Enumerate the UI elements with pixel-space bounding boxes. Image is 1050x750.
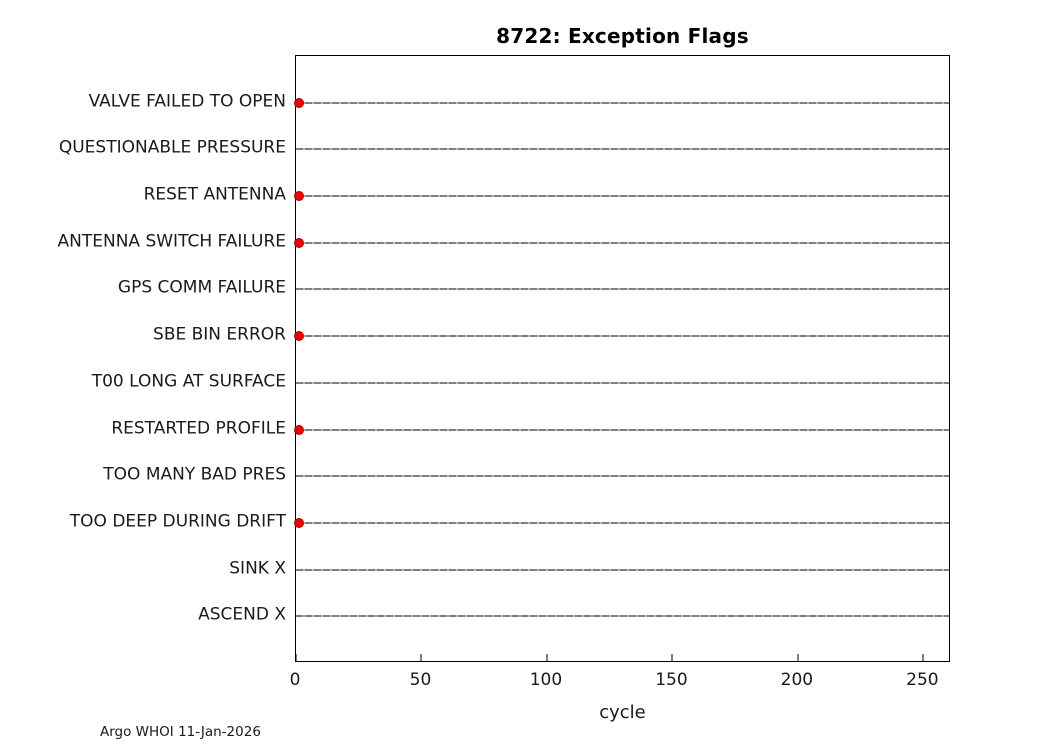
y-tick-label: T00 LONG AT SURFACE: [91, 371, 286, 392]
row-line: [296, 102, 949, 104]
y-tick-label: TOO MANY BAD PRES: [103, 464, 286, 485]
x-tick-mark: [420, 654, 422, 661]
row-line: [296, 288, 949, 290]
exception-marker: [293, 331, 304, 342]
y-tick-label: SINK X: [229, 558, 286, 579]
y-tick-label: RESTARTED PROFILE: [111, 418, 286, 439]
x-tick-mark: [295, 654, 297, 661]
y-tick-label: QUESTIONABLE PRESSURE: [58, 137, 286, 158]
watermark-text: Argo WHOI 11-Jan-2026: [100, 724, 261, 740]
row-line: [296, 569, 949, 571]
row-line: [296, 382, 949, 384]
y-tick-label: ASCEND X: [198, 604, 286, 625]
row-line: [296, 242, 949, 244]
x-tick-mark: [546, 654, 548, 661]
row-line: [296, 335, 949, 337]
y-tick-label: VALVE FAILED TO OPEN: [88, 91, 286, 112]
y-tick-label: SBE BIN ERROR: [153, 324, 286, 345]
x-tick-label: 200: [780, 670, 814, 690]
x-tick-label: 250: [906, 670, 939, 690]
y-tick-label: ANTENNA SWITCH FAILURE: [57, 231, 286, 252]
exception-marker: [293, 97, 304, 108]
x-axis-label: cycle: [599, 702, 646, 723]
exception-marker: [293, 424, 304, 435]
x-tick-mark: [671, 654, 673, 661]
exception-marker: [293, 237, 304, 248]
x-tick-label: 0: [289, 670, 301, 690]
y-tick-label: GPS COMM FAILURE: [117, 277, 286, 298]
row-line: [296, 522, 949, 524]
x-tick-mark: [797, 654, 799, 661]
row-line: [296, 429, 949, 431]
x-tick-label: 100: [529, 670, 563, 690]
x-tick-mark: [922, 654, 924, 661]
exception-marker: [293, 517, 304, 528]
x-tick-label: 50: [409, 670, 432, 690]
plot-area: [293, 55, 950, 662]
chart-title: 8722: Exception Flags: [496, 24, 749, 48]
row-line: [296, 475, 949, 477]
row-line: [296, 148, 949, 150]
exception-marker: [293, 191, 304, 202]
row-line: [296, 615, 949, 617]
row-line: [296, 195, 949, 197]
x-tick-label: 150: [655, 670, 688, 690]
y-tick-label: RESET ANTENNA: [143, 184, 286, 205]
y-tick-label: TOO DEEP DURING DRIFT: [69, 511, 286, 532]
